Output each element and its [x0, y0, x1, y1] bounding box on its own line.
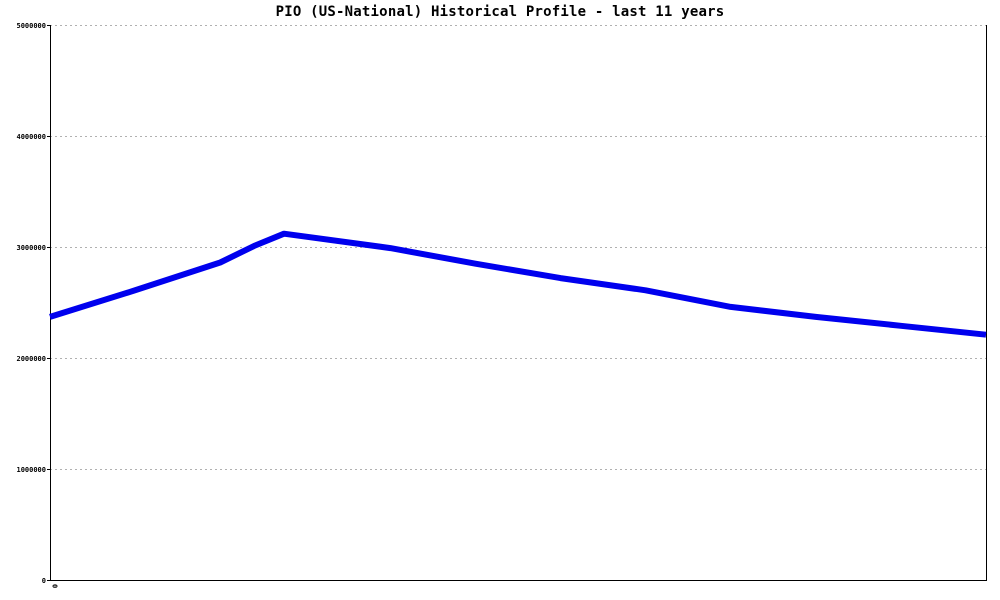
y-tick-label-0: 0	[42, 577, 46, 585]
chart-title: PIO (US-National) Historical Profile - l…	[275, 4, 725, 20]
x-tick-label-0: 0	[51, 584, 59, 588]
series-line-0	[49, 230, 987, 338]
series-lines	[49, 230, 987, 338]
y-tick-label-3000000: 3000000	[16, 244, 46, 252]
y-tick-label-2000000: 2000000	[16, 355, 46, 363]
axes	[47, 25, 987, 581]
grid-lines	[50, 25, 986, 470]
tick-labels: 0 1000000 2000000 3000000 4000000 5000000 0	[16, 22, 58, 588]
y-tick-label-4000000: 4000000	[16, 133, 46, 141]
y-tick-label-1000000: 1000000	[16, 466, 46, 474]
y-tick-label-5000000: 5000000	[16, 22, 46, 30]
